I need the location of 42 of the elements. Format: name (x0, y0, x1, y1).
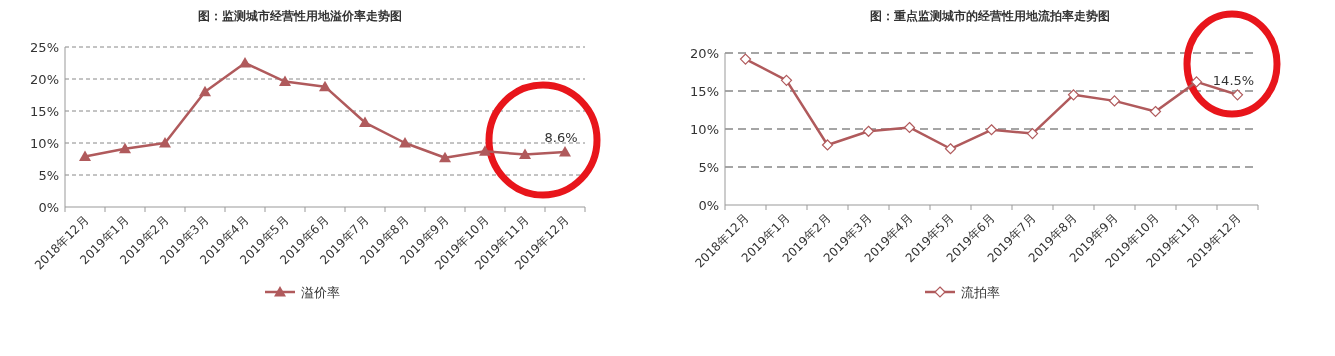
point (1026, 127, 1039, 140)
y-tick-label: 25% (30, 40, 59, 55)
point (1108, 95, 1121, 107)
y-tick-label: 20% (30, 72, 59, 87)
point (199, 85, 211, 97)
y-tick-label: 5% (38, 168, 59, 183)
y-tick-label: 10% (30, 136, 59, 151)
y-tick-label: 15% (690, 84, 719, 99)
y-tick-label: 5% (698, 160, 719, 175)
point (1067, 89, 1080, 101)
y-tick-label: 0% (38, 200, 59, 215)
y-tick-label: 10% (690, 122, 719, 137)
y-tick-label: 0% (698, 198, 719, 213)
point (159, 137, 171, 148)
point (479, 145, 491, 156)
point (862, 125, 875, 137)
point (1190, 76, 1203, 88)
chart-title: 图：重点监测城市的经营性用地流拍率走势图 (870, 9, 1110, 23)
point (399, 137, 411, 148)
point (985, 124, 998, 136)
point (1231, 89, 1244, 101)
y-tick-label: 20% (690, 46, 719, 61)
point (944, 143, 957, 155)
point (903, 121, 916, 134)
point (279, 75, 291, 87)
point (519, 148, 531, 160)
data-label: 8.6% (544, 129, 578, 145)
y-tick-label: 15% (30, 104, 59, 119)
point (780, 74, 793, 86)
point (319, 80, 331, 92)
point (239, 57, 251, 68)
legend-label: 流拍率 (961, 285, 1000, 300)
point (359, 116, 371, 128)
point (739, 53, 752, 65)
point (439, 151, 451, 163)
point (821, 139, 834, 151)
chart-title: 图：监测城市经营性用地溢价率走势图 (198, 9, 402, 23)
data-label: 14.5% (1212, 72, 1255, 88)
point (1149, 105, 1162, 118)
point (79, 150, 91, 161)
point (119, 142, 131, 154)
legend-label: 溢价率 (301, 285, 340, 300)
